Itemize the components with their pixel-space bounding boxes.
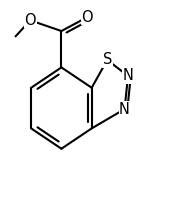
Text: O: O	[24, 13, 36, 28]
Text: O: O	[81, 10, 93, 25]
Text: S: S	[103, 52, 112, 67]
Text: N: N	[123, 68, 133, 83]
Text: N: N	[119, 102, 130, 117]
